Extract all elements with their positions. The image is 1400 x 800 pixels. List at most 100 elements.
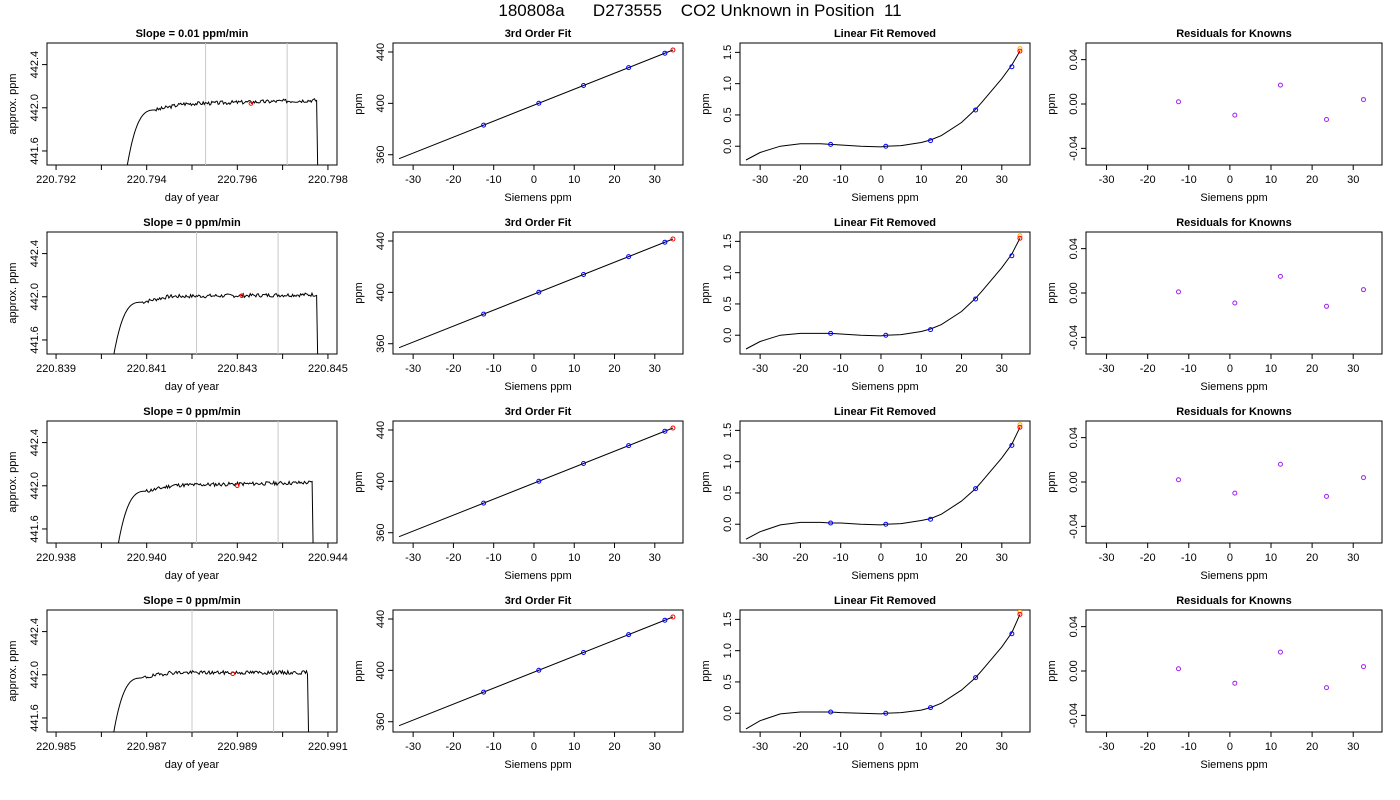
panel-trace-4: Slope = 0 ppm/min 220.985 220.987 220.989 22… <box>7 595 348 771</box>
x-tick-label: 30 <box>996 741 1008 753</box>
panel-trace-2: Slope = 0 ppm/min 220.839 220.841 220.843 22… <box>7 217 348 393</box>
y-tick-label: 1.5 <box>722 612 734 627</box>
x-tick-label: 10 <box>1265 174 1277 186</box>
unknown-mean-marker <box>235 483 240 489</box>
known-point <box>536 667 542 673</box>
y-tick-label: 440 <box>375 421 387 439</box>
y-axis-label: approx. ppm <box>7 640 19 701</box>
known-point <box>662 239 668 245</box>
known-point <box>536 289 542 295</box>
panel-resid-2: Residuals for Knowns -30 -20 -10 0 10 20 30 -0.0… <box>1046 217 1383 393</box>
y-tick-label: -0.04 <box>1068 325 1080 350</box>
x-axis-label: Siemens ppm <box>851 570 918 582</box>
residual-point <box>1361 664 1366 670</box>
residual-point <box>1277 273 1283 279</box>
plot-area <box>745 233 1023 350</box>
known-point <box>581 271 587 277</box>
y-axis-label: ppm <box>1046 660 1058 681</box>
x-tick-label: 30 <box>996 552 1008 564</box>
x-tick-label: -20 <box>445 741 461 753</box>
x-tick-label: 220.938 <box>36 552 76 564</box>
panel-title: Slope = 0 ppm/min <box>143 217 241 229</box>
plot-frame <box>739 231 1031 355</box>
x-tick-label: 30 <box>1347 741 1359 753</box>
x-tick-label: -10 <box>833 363 849 375</box>
y-tick-label: 400 <box>375 94 387 112</box>
plot-area <box>398 47 676 160</box>
plot-area <box>398 614 676 727</box>
x-tick-label: -10 <box>486 363 502 375</box>
y-tick-label: 442.0 <box>29 94 41 122</box>
x-tick-label: -20 <box>1140 363 1156 375</box>
unknown-point-alt <box>1017 46 1023 52</box>
x-tick-label: 10 <box>915 552 927 564</box>
known-point <box>662 50 668 56</box>
residual-point <box>1232 300 1238 306</box>
known-point <box>662 617 668 623</box>
x-tick-label: 10 <box>568 174 580 186</box>
residual-point <box>1232 112 1238 118</box>
x-axis-label: Siemens ppm <box>851 381 918 393</box>
x-tick-label: -20 <box>445 363 461 375</box>
x-tick-label: 10 <box>915 741 927 753</box>
y-tick-label: 442.0 <box>29 283 41 311</box>
known-point <box>536 100 542 106</box>
panel-linrem-3: Linear Fit Removed -30 -20 -10 0 10 20 30 0.0 0.5… <box>700 406 1031 582</box>
panel-title: Residuals for Knowns <box>1176 406 1292 418</box>
x-tick-label: 220.985 <box>36 741 76 753</box>
unknown-point <box>670 236 676 242</box>
plot-frame <box>392 609 684 733</box>
y-tick-label: 0.04 <box>1068 616 1080 637</box>
known-point <box>481 689 487 695</box>
x-tick-label: 10 <box>915 174 927 186</box>
panel-title: 3rd Order Fit <box>505 217 572 229</box>
plot-area <box>1176 82 1366 123</box>
panel-title: Linear Fit Removed <box>834 595 936 607</box>
known-point <box>581 82 587 88</box>
known-point <box>536 478 542 484</box>
unknown-point <box>1017 235 1023 241</box>
x-tick-label: 30 <box>1347 363 1359 375</box>
y-tick-label: 441.6 <box>29 137 41 165</box>
panel-title: Residuals for Knowns <box>1176 595 1292 607</box>
plot-frame <box>1085 609 1383 733</box>
residual-point <box>1361 475 1366 481</box>
known-point <box>928 138 934 144</box>
unknown-point-alt <box>1017 422 1023 428</box>
y-tick-label: 360 <box>375 713 387 731</box>
residual-point <box>1176 99 1181 105</box>
panel-title: Slope = 0 ppm/min <box>143 595 241 607</box>
x-tick-label: 10 <box>568 363 580 375</box>
y-tick-label: 442.0 <box>29 661 41 689</box>
y-tick-label: 1.0 <box>722 265 734 280</box>
y-tick-label: 360 <box>375 146 387 164</box>
known-point <box>928 516 934 522</box>
x-tick-label: -10 <box>1181 174 1197 186</box>
unknown-point <box>670 614 676 620</box>
y-tick-label: 1.5 <box>722 45 734 60</box>
known-point <box>1009 631 1015 637</box>
x-tick-label: -30 <box>1099 174 1115 186</box>
x-tick-label: 220.991 <box>308 741 348 753</box>
x-tick-label: 20 <box>608 363 620 375</box>
panel-title: Linear Fit Removed <box>834 217 936 229</box>
plot-frame <box>739 42 1031 166</box>
known-point <box>1009 253 1015 259</box>
y-tick-label: 442.4 <box>29 51 41 79</box>
x-tick-label: 220.942 <box>217 552 257 564</box>
x-tick-label: 30 <box>649 741 661 753</box>
x-tick-label: 30 <box>1347 174 1359 186</box>
known-point <box>828 709 834 715</box>
x-tick-label: 220.794 <box>127 174 167 186</box>
known-point <box>828 520 834 526</box>
x-axis-label: Siemens ppm <box>504 381 571 393</box>
y-tick-label: 0.5 <box>722 107 734 122</box>
y-tick-label: 441.6 <box>29 704 41 732</box>
residual-point <box>1176 289 1181 295</box>
x-tick-label: 0 <box>531 552 537 564</box>
panel-title: Residuals for Knowns <box>1176 28 1292 40</box>
known-point <box>883 332 889 338</box>
known-point <box>626 65 632 71</box>
x-tick-label: 220.940 <box>127 552 167 564</box>
y-axis-label: ppm <box>1046 471 1058 492</box>
